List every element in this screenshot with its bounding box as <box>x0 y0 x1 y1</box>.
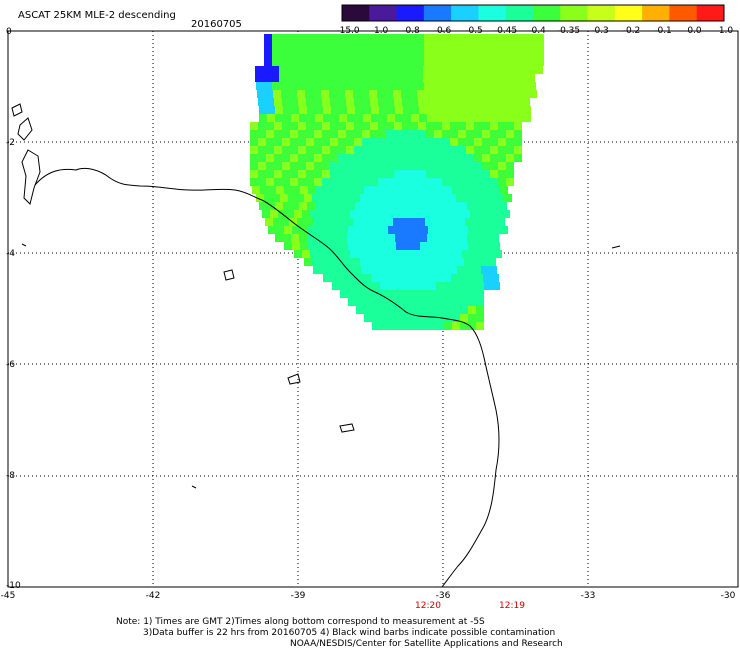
swath-data <box>250 34 544 330</box>
y-tick-label: -4 <box>6 249 15 259</box>
colorbar-label: -15.0 <box>336 26 360 36</box>
x-tick-label: -36 <box>435 591 451 601</box>
time-label: 12:20 <box>415 601 441 611</box>
map-date: 20160705 <box>191 19 242 30</box>
note-line-3: NOAA/NESDIS/Center for Satellite Applica… <box>290 639 563 649</box>
colorbar-label: -0.3 <box>591 26 609 36</box>
map-frame <box>7 30 739 588</box>
colorbar-label: -0.35 <box>556 26 581 36</box>
colorbar-swatch <box>533 5 561 21</box>
colorbar-swatch <box>451 5 479 21</box>
coastline <box>11 103 621 588</box>
y-tick-label: -10 <box>6 581 21 591</box>
colorbar-swatch <box>478 5 507 21</box>
colorbar-swatch <box>587 5 616 21</box>
colorbar-label: -0.6 <box>433 26 452 36</box>
colorbar-label: -0.8 <box>402 26 420 36</box>
colorbar-swatch <box>614 5 643 21</box>
x-tick-label: -30 <box>720 591 736 601</box>
colorbar-label: -0.5 <box>465 26 483 36</box>
colorbar-swatch <box>423 5 452 21</box>
colorbar-swatch <box>642 5 670 21</box>
colorbar-swatch <box>560 5 589 21</box>
map-title: ASCAT 25KM MLE-2 descending <box>18 10 176 21</box>
x-tick-label: -33 <box>580 591 596 601</box>
colorbar-swatch <box>669 5 698 21</box>
y-tick-label: -6 <box>6 360 15 370</box>
colorbar <box>341 4 725 22</box>
colorbar-label: 1.0 <box>718 26 734 36</box>
colorbar-label: -0.45 <box>493 26 518 36</box>
time-label: 12:19 <box>499 601 525 611</box>
note-line-1: Note: 1) Times are GMT 2)Times along bot… <box>116 617 485 627</box>
colorbar-label: -0.1 <box>654 26 672 36</box>
note-line-2: 3)Data buffer is 22 hrs from 20160705 4)… <box>143 628 556 638</box>
colorbar-label: 0.0 <box>687 26 702 36</box>
colorbar-swatch <box>369 5 398 21</box>
x-tick-label: -39 <box>290 591 306 601</box>
x-tick-label: -42 <box>145 591 161 601</box>
colorbar-swatch <box>396 5 425 21</box>
colorbar-label: -1.0 <box>370 26 389 36</box>
colorbar-swatch <box>505 5 534 21</box>
x-tick-label: -45 <box>0 591 16 601</box>
y-tick-label: -2 <box>6 138 15 148</box>
y-tick-label: -8 <box>6 471 15 481</box>
colorbar-label: -0.4 <box>528 26 546 36</box>
colorbar-label: -0.2 <box>622 26 641 36</box>
colorbar-swatch <box>696 5 725 21</box>
colorbar-swatch <box>342 5 370 21</box>
y-tick-label: 0 <box>6 27 12 37</box>
